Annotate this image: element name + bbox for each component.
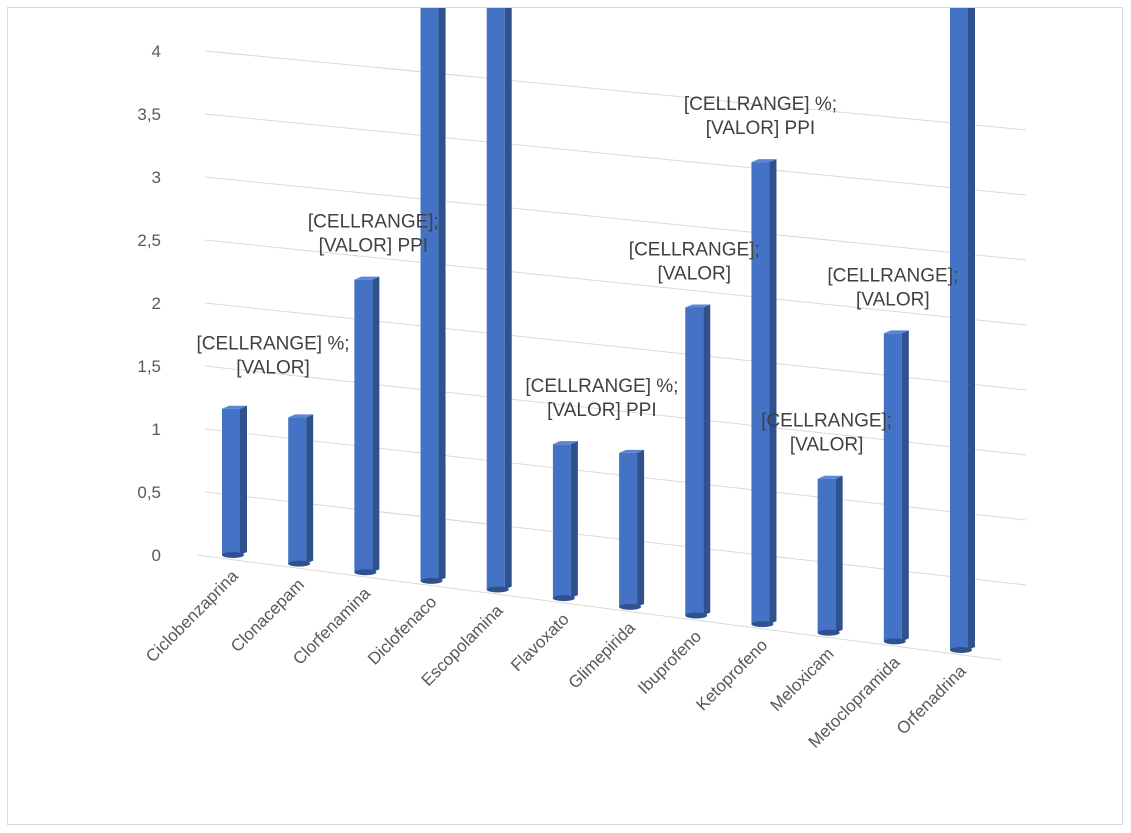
bar-clonacepam (288, 414, 314, 567)
bar-meloxicam (817, 475, 843, 636)
data-labels: [CELLRANGE] %; [VALOR] [CELLRANGE]; [VALOR]… (196, 94, 958, 456)
gridline (204, 50, 1027, 131)
x-category-label: Ibuprofeno (634, 627, 705, 698)
bar-glimepirida (619, 449, 645, 610)
data-label: [CELLRANGE] %; [VALOR] PPI (684, 94, 837, 139)
y-tick-label: 1 (152, 420, 161, 439)
bar-clorfenamina (354, 276, 380, 576)
gridline (204, 239, 1027, 326)
gridline (204, 176, 1027, 261)
bars (222, 8, 975, 653)
data-label: [CELLRANGE] %; [VALOR] (196, 334, 349, 379)
x-category-label: Ciclobenzaprina (142, 566, 242, 666)
bar-metoclopramida (883, 330, 909, 645)
y-tick-label: 2 (152, 294, 161, 313)
bar-ketoprofeno (751, 159, 777, 628)
gridlines (196, 50, 1027, 661)
bar-ibuprofeno (685, 304, 711, 619)
bar-orfenadrina (950, 8, 975, 653)
x-category-label: Flavoxato (507, 610, 573, 676)
y-tick-label: 0,5 (137, 483, 161, 502)
chart-canvas: 0 0,5 1 1,5 2 2,5 3 3,5 4 CiclobenzaprinaClonace… (137, 8, 1027, 752)
y-tick-label: 3 (152, 168, 161, 187)
chart-frame: 0 0,5 1 1,5 2 2,5 3 3,5 4 Ciclobenzaprina Clonace… (7, 7, 1123, 825)
y-tick-label: 4 (152, 42, 161, 61)
gridline (204, 113, 1027, 196)
data-label: [CELLRANGE] %; [VALOR] PPI (525, 376, 678, 421)
bar-flavoxato (552, 441, 578, 602)
y-tick-label: 0 (152, 546, 161, 565)
x-category-label: Glimepirida (565, 618, 640, 693)
bar-diclofenaco (420, 8, 446, 584)
gridline (196, 554, 1002, 661)
x-category-label: Ketoprofeno (692, 635, 771, 714)
x-category-label: Clorfenamina (289, 583, 374, 668)
x-category-label: Meloxicam (767, 644, 838, 715)
data-label: [CELLRANGE]; [VALOR] PPI (308, 212, 439, 257)
data-label: [CELLRANGE]; [VALOR] (629, 239, 760, 284)
bar-ciclobenzaprina (222, 405, 247, 558)
data-label: [CELLRANGE]; [VALOR] (827, 265, 958, 310)
x-category-label: Diclofenaco (364, 592, 440, 668)
y-tick-label: 1,5 (137, 357, 161, 376)
y-tick-label: 3,5 (137, 105, 161, 124)
x-category-label: Orfenadrina (893, 661, 970, 738)
y-tick-label: 2,5 (137, 231, 161, 250)
bar-escopolamina (486, 8, 512, 593)
data-label: [CELLRANGE]; [VALOR] (761, 411, 892, 456)
y-axis-ticks: 0 0,5 1 1,5 2 2,5 3 3,5 4 (137, 42, 161, 565)
x-category-label: Clonacepam (227, 575, 308, 656)
